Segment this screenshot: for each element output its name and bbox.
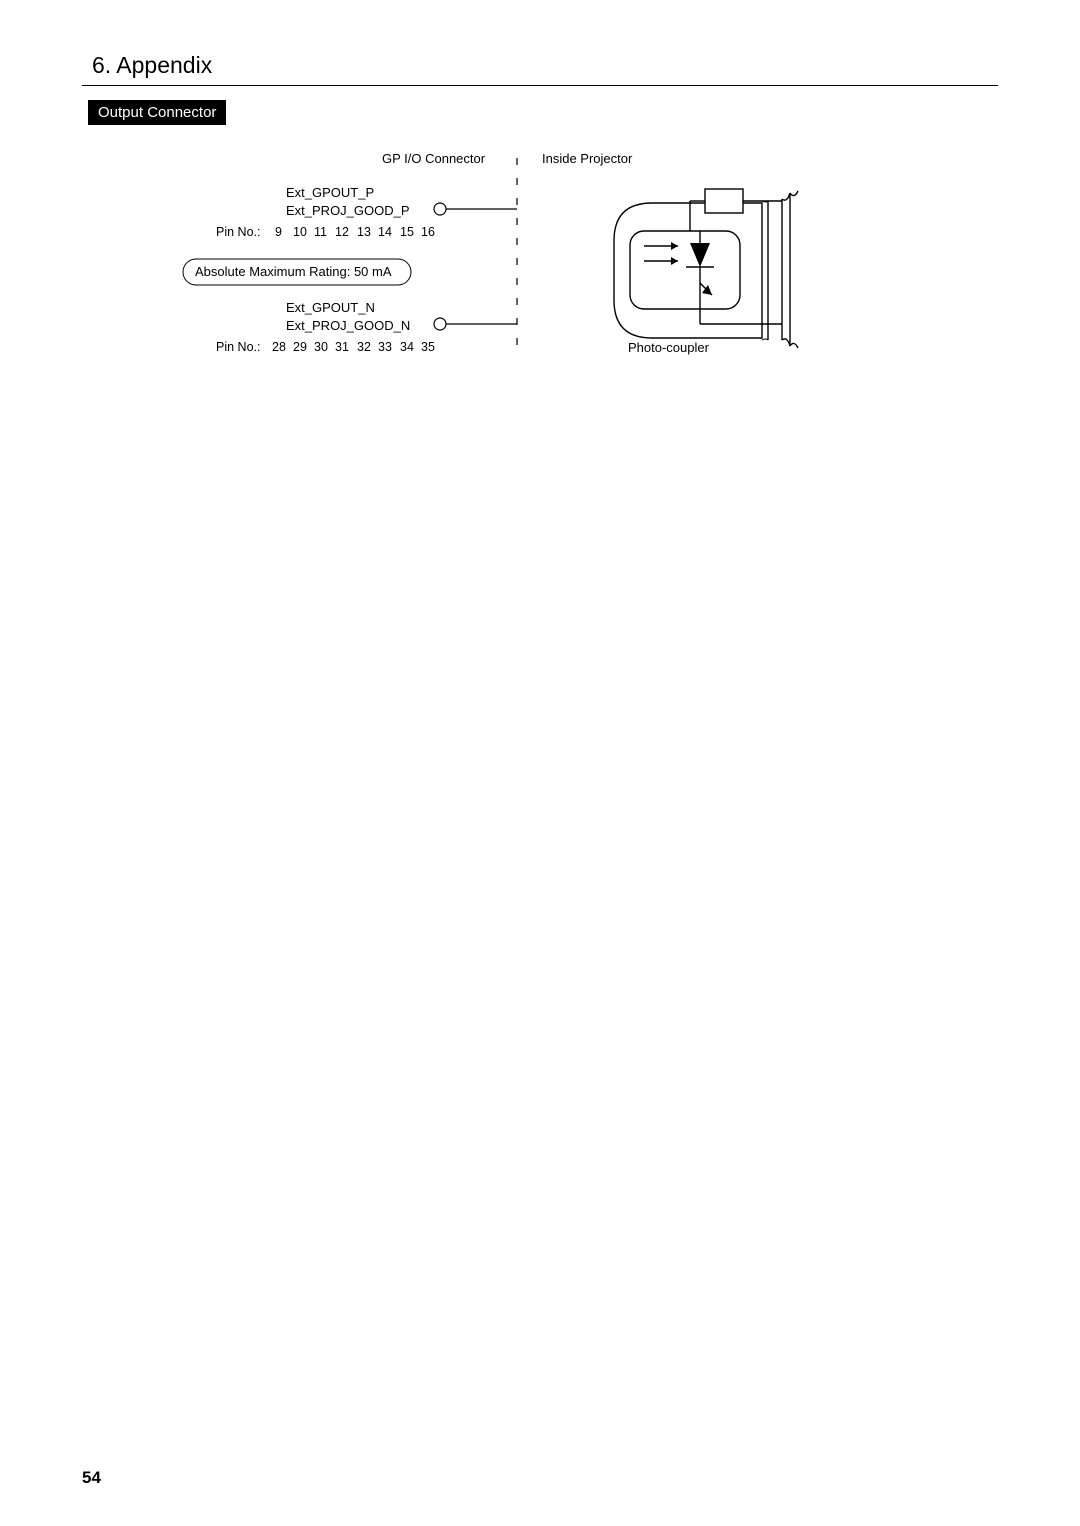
schematic-svg [82,143,982,373]
divider [82,85,998,86]
section-badge: Output Connector [88,100,226,125]
page: 6. Appendix Output Connector GP I/O Conn… [0,0,1080,1526]
page-number: 54 [82,1468,101,1488]
chapter-title: 6. Appendix [92,52,998,79]
output-connector-diagram: GP I/O Connector Inside Projector Ext_GP… [82,143,982,403]
